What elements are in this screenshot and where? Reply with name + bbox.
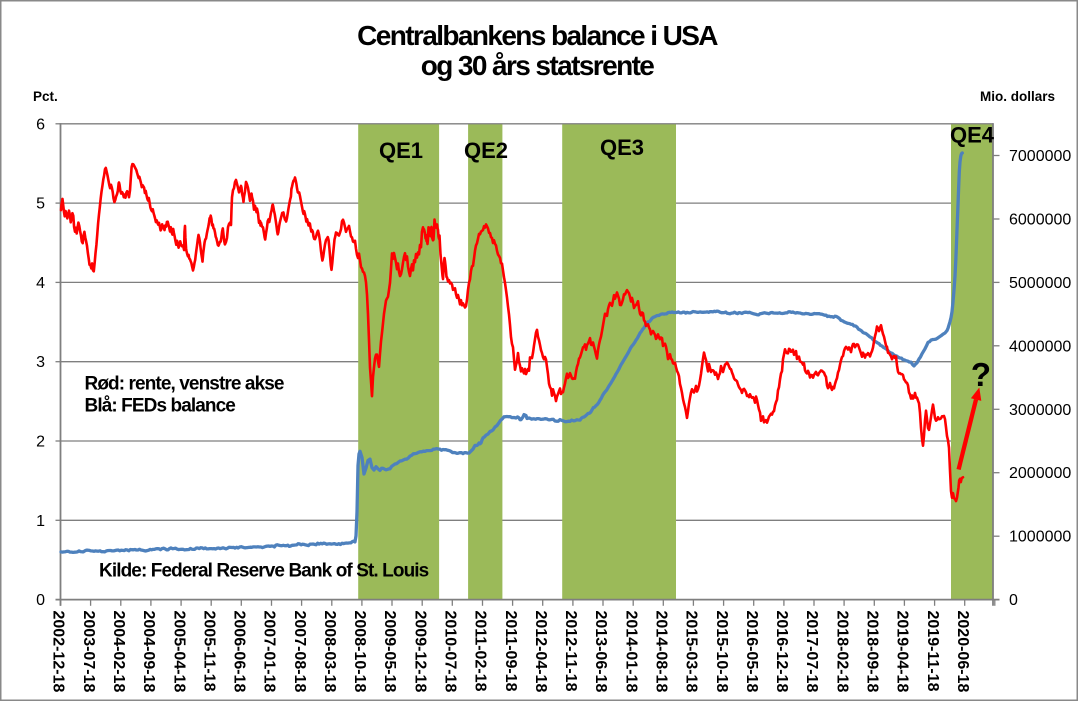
svg-text:5: 5 xyxy=(36,196,45,213)
svg-text:2002-12-18: 2002-12-18 xyxy=(50,611,67,693)
svg-text:2009-05-18: 2009-05-18 xyxy=(381,611,398,693)
svg-text:4: 4 xyxy=(36,275,45,292)
svg-text:2004-02-18: 2004-02-18 xyxy=(110,611,127,693)
svg-text:2013-06-18: 2013-06-18 xyxy=(592,611,609,693)
svg-text:2: 2 xyxy=(36,434,45,451)
svg-text:2006-06-18: 2006-06-18 xyxy=(231,611,248,693)
svg-text:?: ? xyxy=(971,356,991,393)
svg-text:2014-01-18: 2014-01-18 xyxy=(622,611,639,693)
svg-text:2019-04-18: 2019-04-18 xyxy=(894,611,911,693)
svg-text:2016-12-18: 2016-12-18 xyxy=(773,611,790,693)
svg-text:QE4: QE4 xyxy=(950,123,995,148)
svg-text:2004-09-18: 2004-09-18 xyxy=(140,611,157,693)
svg-text:0: 0 xyxy=(1009,592,1018,609)
svg-text:QE2: QE2 xyxy=(464,138,508,163)
svg-text:2017-07-18: 2017-07-18 xyxy=(803,611,820,693)
svg-text:Rød: rente, venstre akse: Rød: rente, venstre akse xyxy=(85,374,284,395)
svg-text:2020-06-18: 2020-06-18 xyxy=(954,611,971,693)
svg-text:2018-02-18: 2018-02-18 xyxy=(833,611,850,693)
svg-text:2011-09-18: 2011-09-18 xyxy=(502,611,519,692)
svg-text:2012-04-18: 2012-04-18 xyxy=(532,611,549,693)
svg-text:6000000: 6000000 xyxy=(1009,212,1071,229)
svg-text:2012-11-18: 2012-11-18 xyxy=(562,611,579,692)
svg-text:4000000: 4000000 xyxy=(1009,338,1071,355)
svg-text:2014-08-18: 2014-08-18 xyxy=(653,611,670,693)
svg-text:3: 3 xyxy=(36,354,45,371)
svg-text:Kilde: Federal Reserve Bank of: Kilde: Federal Reserve Bank of St. Louis xyxy=(99,561,429,582)
svg-text:2015-03-18: 2015-03-18 xyxy=(683,611,700,693)
svg-text:Mio. dollars: Mio. dollars xyxy=(980,89,1055,104)
svg-text:7000000: 7000000 xyxy=(1009,148,1071,165)
svg-text:2019-11-18: 2019-11-18 xyxy=(924,611,941,692)
svg-text:2008-10-18: 2008-10-18 xyxy=(351,611,368,693)
svg-text:3000000: 3000000 xyxy=(1009,402,1071,419)
svg-text:2015-10-18: 2015-10-18 xyxy=(713,611,730,693)
svg-text:2003-07-18: 2003-07-18 xyxy=(80,611,97,693)
svg-text:2009-12-18: 2009-12-18 xyxy=(411,611,428,693)
svg-text:0: 0 xyxy=(36,592,45,609)
svg-text:5000000: 5000000 xyxy=(1009,275,1071,292)
svg-text:Pct.: Pct. xyxy=(33,89,58,104)
svg-text:2016-05-18: 2016-05-18 xyxy=(743,611,760,693)
svg-text:Blå: FEDs balance: Blå: FEDs balance xyxy=(85,396,236,417)
svg-text:QE1: QE1 xyxy=(379,138,423,163)
svg-text:2018-09-18: 2018-09-18 xyxy=(864,611,881,693)
svg-text:2010-07-18: 2010-07-18 xyxy=(442,611,459,693)
svg-text:Centralbankens balance i USA: Centralbankens balance i USA xyxy=(357,20,718,51)
svg-text:2007-01-18: 2007-01-18 xyxy=(261,611,278,693)
svg-text:1000000: 1000000 xyxy=(1009,529,1071,546)
svg-text:QE3: QE3 xyxy=(600,135,644,160)
svg-text:2005-04-18: 2005-04-18 xyxy=(170,611,187,693)
svg-text:2008-03-18: 2008-03-18 xyxy=(321,611,338,693)
svg-text:6: 6 xyxy=(36,116,45,133)
svg-text:2011-02-18: 2011-02-18 xyxy=(472,611,489,692)
svg-text:2005-11-18: 2005-11-18 xyxy=(200,611,217,692)
svg-text:og 30 års statsrente: og 30 års statsrente xyxy=(421,50,655,81)
svg-text:2007-08-18: 2007-08-18 xyxy=(291,611,308,693)
svg-text:2000000: 2000000 xyxy=(1009,465,1071,482)
svg-text:1: 1 xyxy=(36,513,45,530)
